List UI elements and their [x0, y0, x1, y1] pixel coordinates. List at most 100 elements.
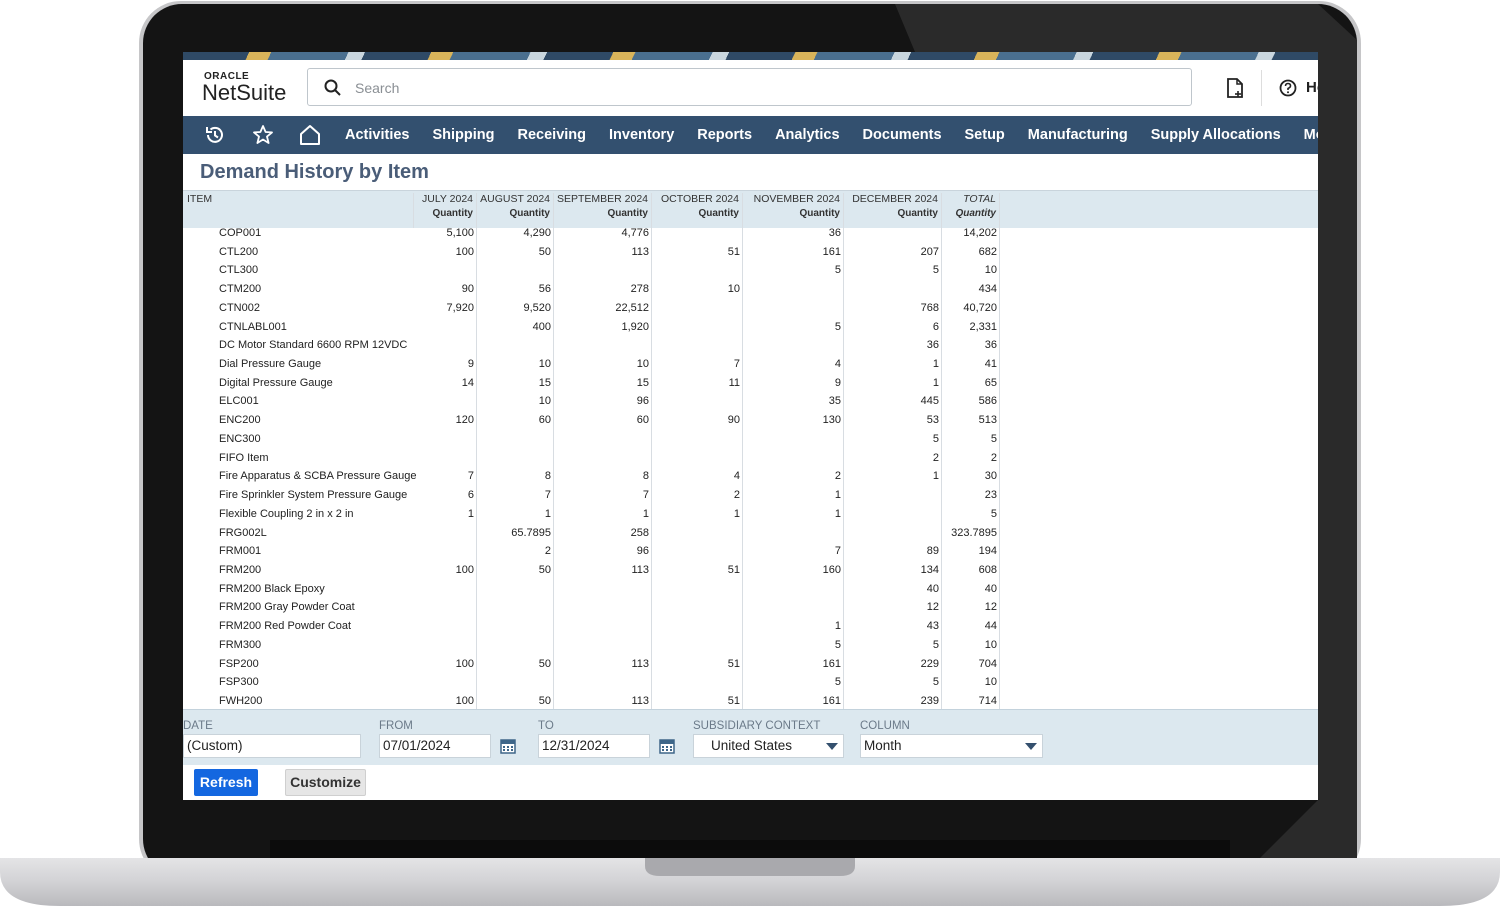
- item-name[interactable]: FRM200 Black Epoxy: [219, 582, 325, 595]
- quantity-cell: 6: [467, 489, 474, 502]
- quantity-cell: 40: [984, 582, 997, 595]
- quantity-cell: 4: [834, 358, 841, 371]
- new-record-icon[interactable]: [1225, 77, 1245, 99]
- quantity-cell: 6: [932, 320, 939, 333]
- quantity-cell: 160: [822, 563, 841, 576]
- filter-input[interactable]: 07/01/2024: [379, 734, 491, 758]
- home-icon[interactable]: [299, 124, 321, 146]
- item-name[interactable]: CTN002: [219, 301, 260, 314]
- quantity-cell: 35: [828, 395, 841, 408]
- quantity-cell: 51: [727, 245, 740, 258]
- filter-input[interactable]: United States: [693, 734, 844, 758]
- favorites-icon[interactable]: [252, 124, 274, 146]
- item-name[interactable]: FWH200: [219, 695, 263, 707]
- quantity-cell: 96: [636, 395, 649, 408]
- item-name[interactable]: Dial Pressure Gauge: [219, 358, 322, 371]
- nav-item[interactable]: Mobile: [1303, 127, 1318, 143]
- quantity-cell: 4,776: [621, 227, 649, 239]
- column-separator: [553, 193, 554, 709]
- filter-label: TO: [538, 720, 554, 732]
- column-period: JULY 2024: [422, 193, 473, 205]
- nav-item[interactable]: Reports: [697, 127, 753, 143]
- quantity-cell: 8: [642, 470, 649, 483]
- item-name[interactable]: FRM300: [219, 638, 262, 651]
- filter-value: (Custom): [187, 738, 243, 753]
- item-name[interactable]: Digital Pressure Gauge: [219, 376, 333, 389]
- quantity-cell: 96: [636, 545, 649, 558]
- item-name[interactable]: ELC001: [219, 395, 259, 408]
- quantity-cell: 1: [932, 376, 939, 389]
- item-name[interactable]: ENC200: [219, 414, 261, 427]
- nav-item[interactable]: Analytics: [775, 127, 840, 143]
- quantity-cell: 1: [932, 358, 939, 371]
- item-name[interactable]: ENC300: [219, 432, 261, 445]
- nav-item[interactable]: Documents: [862, 127, 942, 143]
- column-separator: [941, 193, 942, 709]
- item-name[interactable]: CTNLABL001: [219, 320, 287, 333]
- item-name[interactable]: Fire Sprinkler System Pressure Gauge: [219, 489, 408, 502]
- nav-item[interactable]: Setup: [964, 127, 1005, 143]
- quantity-cell: 56: [538, 283, 551, 296]
- item-name[interactable]: COP001: [219, 227, 262, 239]
- item-name[interactable]: CTL200: [219, 245, 259, 258]
- quantity-cell: 161: [822, 657, 841, 670]
- button[interactable]: Customize: [285, 769, 366, 796]
- quantity-cell: 100: [455, 245, 474, 258]
- filter-input[interactable]: 12/31/2024: [538, 734, 650, 758]
- header-divider: [1261, 70, 1262, 106]
- column-period: SEPTEMBER 2024: [556, 193, 648, 205]
- filter-bar: DATE (Custom) FROM 07/01/2024 TO 12/31/2024 SU…: [183, 709, 1318, 765]
- quantity-cell: 51: [727, 657, 740, 670]
- logo-netsuite: NetSuite: [202, 80, 287, 105]
- item-name[interactable]: CTL300: [219, 264, 259, 277]
- filter-value: 12/31/2024: [542, 738, 610, 753]
- nav-item[interactable]: Manufacturing: [1027, 127, 1128, 143]
- search-box[interactable]: Search: [307, 68, 1192, 106]
- quantity-cell: 113: [631, 245, 649, 258]
- item-name[interactable]: CTM200: [219, 283, 262, 296]
- quantity-cell: 50: [538, 657, 551, 670]
- calendar-icon[interactable]: [659, 738, 675, 754]
- quantity-cell: 60: [538, 414, 551, 427]
- nav-item[interactable]: Shipping: [432, 127, 495, 143]
- dropdown-arrow[interactable]: [825, 741, 839, 751]
- item-name[interactable]: Flexible Coupling 2 in x 2 in: [219, 507, 354, 520]
- calendar-icon[interactable]: [500, 738, 516, 754]
- help-label[interactable]: He: [1306, 79, 1318, 96]
- dropdown-arrow[interactable]: [1024, 741, 1038, 751]
- quantity-cell: 513: [978, 414, 997, 427]
- item-name[interactable]: FRM200 Gray Powder Coat: [219, 601, 355, 614]
- quantity-cell: 100: [455, 657, 474, 670]
- quantity-cell: 50: [538, 245, 551, 258]
- help-icon[interactable]: [1279, 79, 1297, 97]
- filter-input[interactable]: (Custom): [183, 734, 361, 758]
- nav-item[interactable]: Supply Allocations: [1150, 127, 1281, 143]
- quantity-cell: 2: [932, 451, 939, 464]
- filter-value: Month: [864, 738, 902, 753]
- quantity-cell: 5: [932, 264, 939, 277]
- item-name[interactable]: FRM200 Red Powder Coat: [219, 620, 352, 633]
- nav-item[interactable]: Inventory: [609, 127, 675, 143]
- button[interactable]: Refresh: [194, 769, 258, 796]
- item-name[interactable]: FSP200: [219, 657, 259, 670]
- quantity-cell: 41: [984, 358, 997, 371]
- column-separator: [999, 193, 1000, 709]
- nav-item[interactable]: Activities: [345, 127, 410, 143]
- item-name[interactable]: FRG002L: [219, 526, 267, 539]
- recent-icon[interactable]: [204, 124, 226, 146]
- item-name[interactable]: FRM001: [219, 545, 262, 558]
- quantity-cell: 608: [978, 563, 997, 576]
- item-name[interactable]: Fire Apparatus & SCBA Pressure Gauge: [219, 470, 417, 483]
- item-name[interactable]: FSP300: [219, 676, 259, 689]
- quantity-cell: 7: [467, 470, 474, 483]
- item-name[interactable]: FIFO Item: [219, 451, 269, 464]
- quantity-cell: 5: [932, 638, 939, 651]
- quantity-cell: 90: [727, 414, 740, 427]
- item-name[interactable]: FRM200: [219, 563, 262, 576]
- nav-item[interactable]: Receiving: [517, 127, 587, 143]
- quantity-cell: 12: [984, 601, 997, 614]
- quantity-cell: 400: [532, 320, 551, 333]
- item-name[interactable]: DC Motor Standard 6600 RPM 12VDC: [219, 339, 408, 352]
- filter-input[interactable]: Month: [860, 734, 1043, 758]
- quantity-cell: 2: [990, 451, 997, 464]
